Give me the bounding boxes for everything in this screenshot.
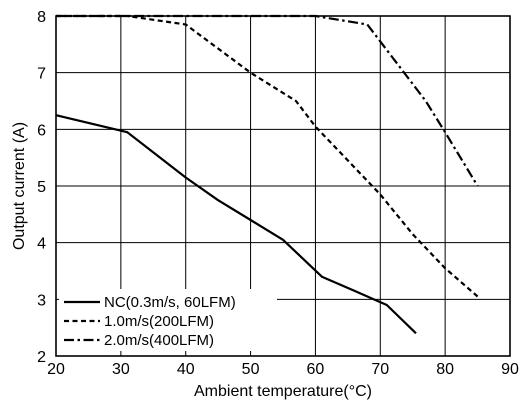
y-tick-label: 6: [37, 122, 46, 139]
series-layer: [55, 14, 479, 335]
x-axis-title: Ambient temperature(°C): [194, 383, 372, 400]
series-line-1: [55, 114, 417, 335]
x-tick-label: 20: [47, 361, 65, 378]
x-tick-label: 90: [501, 361, 519, 378]
legend: NC(0.3m/s, 60LFM) 1.0m/s(200LFM) 2.0m/s(40…: [59, 289, 277, 351]
x-tick-label: 50: [242, 361, 260, 378]
y-axis-title: Output current (A): [11, 122, 28, 250]
x-tick-label: 40: [177, 361, 195, 378]
tick-labels: 20 30 40 50 60 70 80 90 2 3 4 5 6 7 8: [37, 9, 519, 378]
y-tick-label: 5: [37, 179, 46, 196]
y-tick-label: 2: [37, 349, 46, 366]
legend-label-3: 2.0m/s(400LFM): [104, 332, 214, 349]
y-tick-label: 4: [37, 236, 46, 253]
x-tick-label: 80: [436, 361, 454, 378]
y-tick-label: 8: [37, 9, 46, 26]
x-tick-label: 60: [307, 361, 325, 378]
legend-label-1: NC(0.3m/s, 60LFM): [104, 294, 236, 311]
x-tick-label: 70: [371, 361, 389, 378]
series-line-2: [56, 14, 479, 298]
x-tick-label: 30: [112, 361, 130, 378]
y-tick-label: 3: [37, 292, 46, 309]
y-tick-label: 7: [37, 66, 46, 83]
series-line-3: [56, 14, 479, 187]
legend-label-2: 1.0m/s(200LFM): [104, 313, 214, 330]
grid: [55, 15, 511, 357]
plot-frame: [55, 15, 511, 357]
legend-box: [59, 289, 277, 351]
